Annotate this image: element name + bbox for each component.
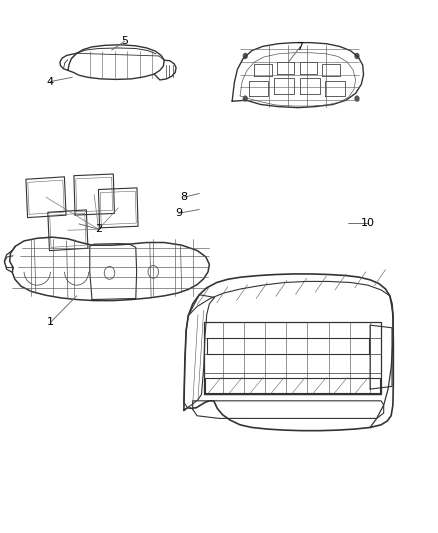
Text: 7: 7 [297, 42, 304, 52]
Text: 4: 4 [47, 77, 54, 86]
Text: 9: 9 [175, 208, 182, 218]
Circle shape [354, 53, 360, 59]
Circle shape [354, 95, 360, 102]
Text: 10: 10 [361, 218, 375, 228]
Text: 1: 1 [47, 318, 54, 327]
Circle shape [243, 53, 248, 59]
Circle shape [243, 95, 248, 102]
Text: 8: 8 [180, 192, 187, 202]
Text: 2: 2 [95, 224, 102, 234]
Text: 5: 5 [121, 36, 128, 46]
